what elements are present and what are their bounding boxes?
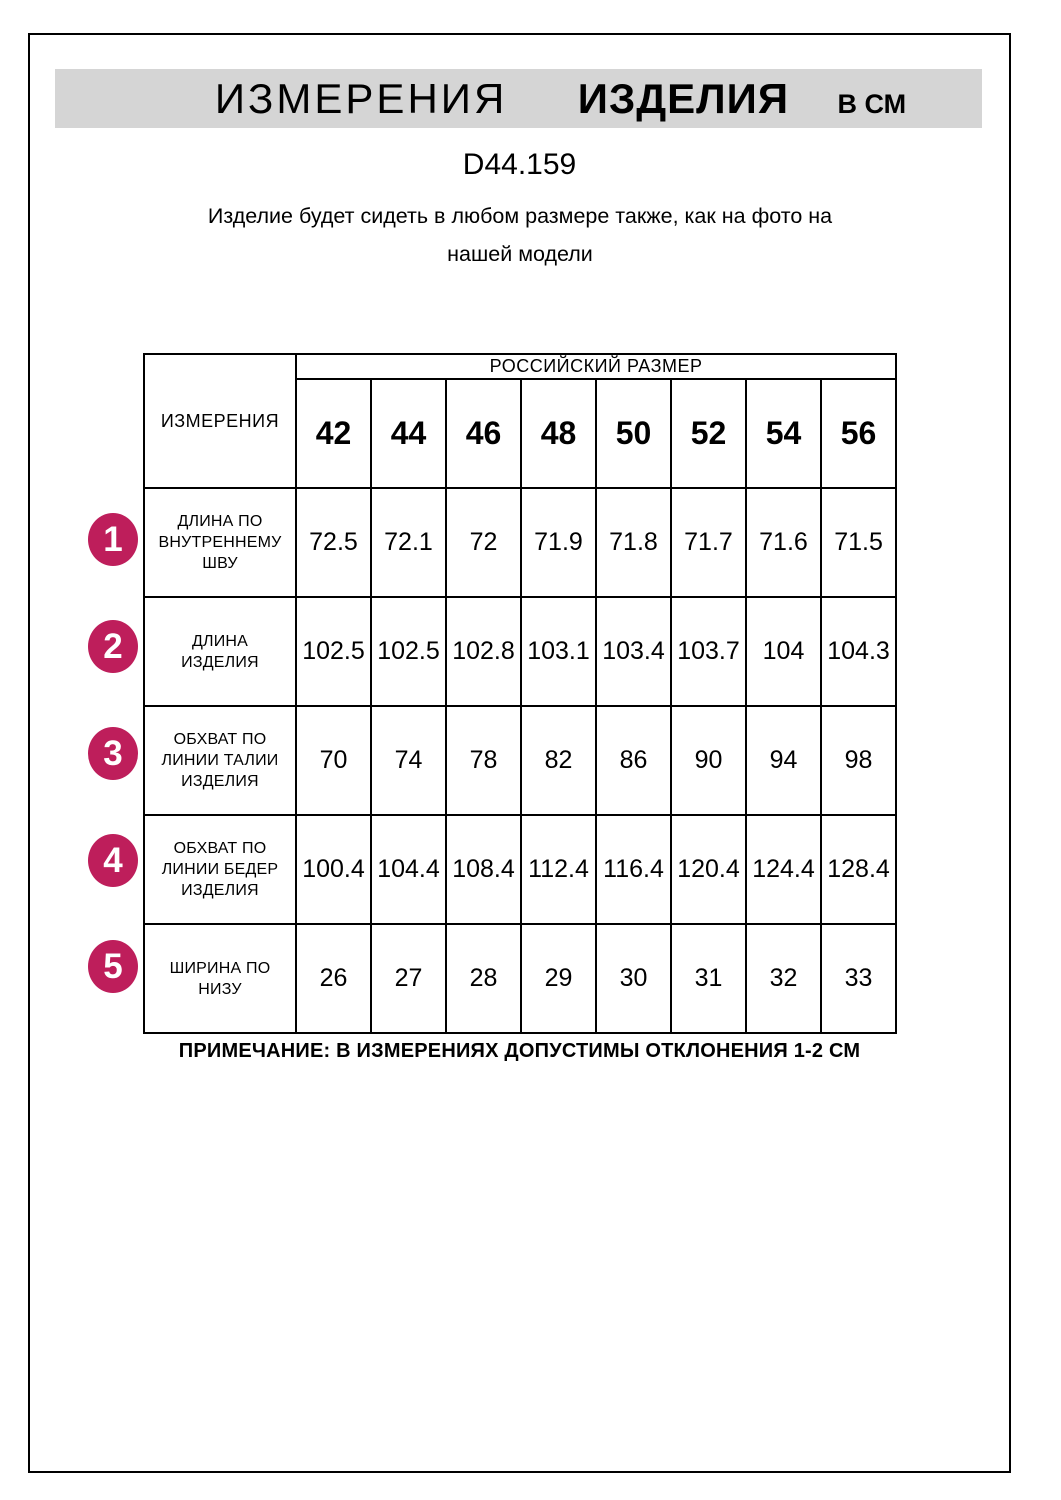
measurement-value: 32 [745, 923, 822, 1034]
measurement-value: 104.3 [819, 596, 898, 707]
title-measurements: ИЗМЕРЕНИЯ [214, 75, 508, 122]
measurement-value: 102.5 [370, 596, 447, 707]
size-header: 54 [745, 378, 822, 489]
row-number-badge: 3 [88, 727, 138, 780]
measurement-value: 28 [445, 923, 522, 1034]
measurement-value: 120.4 [670, 814, 747, 925]
title-unit: В СМ [837, 89, 907, 119]
measurement-value: 90 [670, 705, 747, 816]
measurement-value: 86 [595, 705, 672, 816]
title-text-group: ИЗМЕРЕНИЯ ИЗДЕЛИЯ В СМ [215, 69, 906, 138]
measurement-value: 26 [295, 923, 372, 1034]
measurement-value: 82 [520, 705, 597, 816]
row-number-badge: 4 [88, 834, 138, 887]
measurements-column-header: ИЗМЕРЕНИЯ [143, 353, 297, 489]
measurement-label: ДЛИНА ПО ВНУТРЕННЕМУ ШВУ [143, 487, 297, 598]
measurement-value: 102.8 [445, 596, 522, 707]
measurement-value: 103.1 [520, 596, 597, 707]
measurement-value: 71.8 [595, 487, 672, 598]
measurement-value: 31 [670, 923, 747, 1034]
measurement-label: ОБХВАТ ПО ЛИНИИ ТАЛИИ ИЗДЕЛИЯ [143, 705, 297, 816]
measurement-value: 104 [745, 596, 822, 707]
table-row: ШИРИНА ПО НИЗУ 26 27 28 29 30 31 32 33 [143, 923, 898, 1034]
size-header: 52 [670, 378, 747, 489]
measurement-value: 27 [370, 923, 447, 1034]
measurement-value: 98 [819, 705, 898, 816]
measurement-value: 33 [819, 923, 898, 1034]
table-row: ДЛИНА ПО ВНУТРЕННЕМУ ШВУ 72.5 72.1 72 71… [143, 487, 898, 598]
page-border [28, 33, 1011, 1473]
measurement-value: 74 [370, 705, 447, 816]
measurement-value: 71.7 [670, 487, 747, 598]
table-sizes-row: 42 44 46 48 50 52 54 56 [144, 378, 898, 489]
table-group-header-row: ИЗМЕРЕНИЯ РОССИЙСКИЙ РАЗМЕР [143, 353, 898, 489]
size-header: 46 [445, 378, 522, 489]
row-number-badge: 2 [88, 620, 138, 673]
size-header: 48 [520, 378, 597, 489]
measurement-value: 71.6 [745, 487, 822, 598]
size-header: 56 [819, 378, 898, 489]
measurement-value: 72.1 [370, 487, 447, 598]
measurement-value: 70 [295, 705, 372, 816]
title-product: ИЗДЕЛИЯ [577, 75, 790, 122]
measurement-value: 71.9 [520, 487, 597, 598]
measurement-label: ДЛИНА ИЗДЕЛИЯ [143, 596, 297, 707]
row-number-badge: 1 [88, 513, 138, 566]
product-code: D44.159 [462, 148, 577, 181]
size-header: 50 [595, 378, 672, 489]
measurement-value: 103.7 [670, 596, 747, 707]
measurement-value: 112.4 [520, 814, 597, 925]
measurement-value: 94 [745, 705, 822, 816]
size-header: 44 [370, 378, 447, 489]
size-header: 42 [295, 378, 372, 489]
title-bar: ИЗМЕРЕНИЯ ИЗДЕЛИЯ В СМ [55, 69, 982, 128]
table-row: ОБХВАТ ПО ЛИНИИ ТАЛИИ ИЗДЕЛИЯ 70 74 78 8… [143, 705, 898, 816]
measurement-value: 124.4 [745, 814, 822, 925]
measurement-value: 78 [445, 705, 522, 816]
measurement-label: ОБХВАТ ПО ЛИНИИ БЕДЕР ИЗДЕЛИЯ [143, 814, 297, 925]
measurement-value: 100.4 [295, 814, 372, 925]
measurement-value: 116.4 [595, 814, 672, 925]
measurement-value: 104.4 [370, 814, 447, 925]
table-row: ОБХВАТ ПО ЛИНИИ БЕДЕР ИЗДЕЛИЯ 100.4 104.… [143, 814, 898, 925]
size-table: ИЗМЕРЕНИЯ РОССИЙСКИЙ РАЗМЕР 42 44 46 48 … [143, 353, 898, 1034]
measurement-value: 102.5 [295, 596, 372, 707]
row-number-badge: 5 [88, 940, 138, 993]
measurement-value: 128.4 [819, 814, 898, 925]
measurement-value: 30 [595, 923, 672, 1034]
table-row: ДЛИНА ИЗДЕЛИЯ 102.5 102.5 102.8 103.1 10… [143, 596, 898, 707]
russian-size-group-header: РОССИЙСКИЙ РАЗМЕР [294, 353, 898, 380]
measurement-value: 72 [445, 487, 522, 598]
measurement-value: 103.4 [595, 596, 672, 707]
tolerance-note: ПРИМЕЧАНИЕ: В ИЗМЕРЕНИЯХ ДОПУСТИМЫ ОТКЛО… [178, 1040, 861, 1062]
measurement-value: 72.5 [295, 487, 372, 598]
measurement-value: 71.5 [819, 487, 898, 598]
fit-description: Изделие будет сидеть в любом размере так… [207, 204, 833, 266]
measurement-value: 108.4 [445, 814, 522, 925]
measurement-label: ШИРИНА ПО НИЗУ [143, 923, 297, 1034]
measurement-value: 29 [520, 923, 597, 1034]
